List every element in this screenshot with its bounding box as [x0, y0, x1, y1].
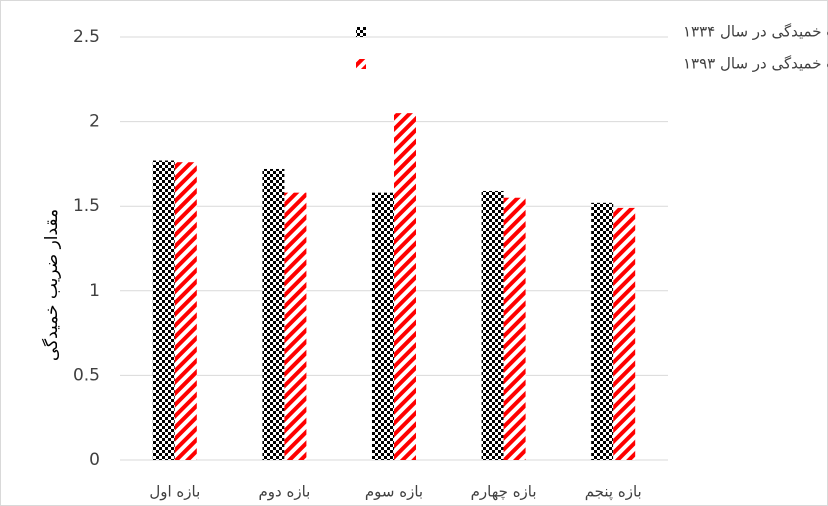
bar — [503, 197, 526, 461]
x-tick-label: بازه چهارم — [471, 483, 537, 501]
y-tick-label: 2.5 — [73, 27, 100, 47]
bar — [613, 207, 636, 460]
bar — [284, 192, 307, 460]
x-tick-label: بازه اول — [149, 483, 200, 501]
bar — [372, 192, 394, 460]
x-tick-label: بازه سوم — [365, 483, 423, 501]
bar — [262, 168, 285, 460]
y-tick-label: 1.5 — [73, 196, 100, 216]
legend-swatch — [356, 27, 366, 37]
x-tick-label: بازه پنجم — [585, 483, 642, 502]
y-tick-label: 0 — [89, 450, 100, 470]
legend-label: میانگین ضریب خمیدگی در سال ۱۳۹۳ — [683, 55, 828, 73]
bar — [481, 190, 504, 461]
bar — [152, 160, 175, 461]
y-tick-label: 0.5 — [73, 365, 100, 385]
x-tick-label: بازه دوم — [258, 483, 310, 501]
y-tick-label: 1 — [89, 281, 100, 301]
bar — [591, 202, 614, 461]
bar — [394, 113, 416, 460]
y-tick-label: 2 — [89, 112, 100, 132]
legend-label: میانگین ضریب خمیدگی در سال ۱۳۳۴ — [683, 23, 828, 41]
bar — [174, 162, 197, 460]
legend-swatch — [356, 59, 366, 69]
y-axis-label: مقدار ضریب خمیدگی — [41, 209, 62, 361]
